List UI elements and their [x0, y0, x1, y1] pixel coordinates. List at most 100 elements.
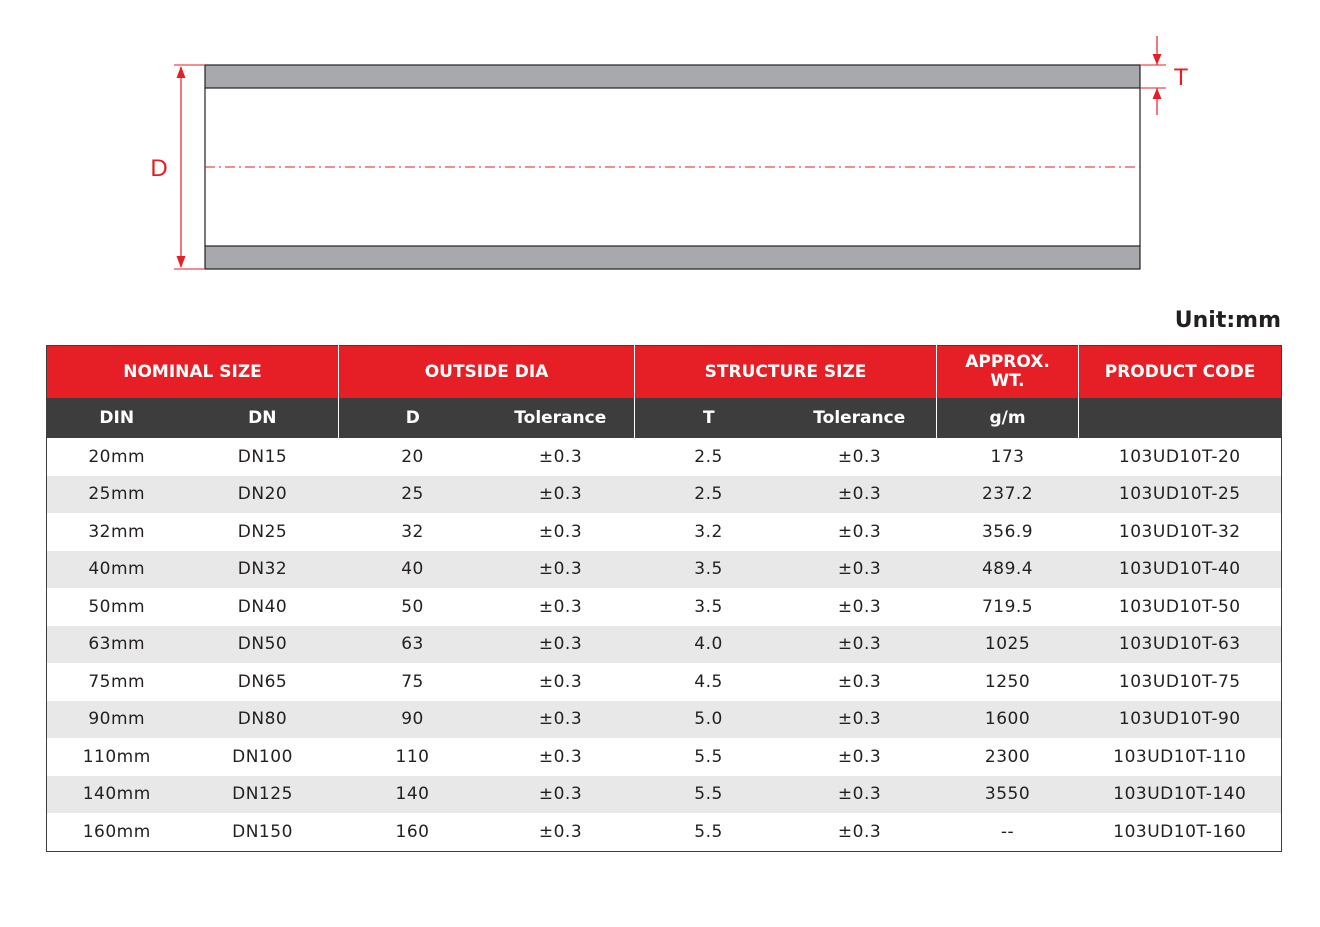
weight-cell: 356.9 [936, 513, 1079, 551]
pipe-section-diagram: D T [150, 36, 1189, 270]
product-code-header: PRODUCT CODE [1078, 345, 1282, 398]
dia-tolerance-cell: ±0.3 [486, 475, 635, 513]
thickness-cell: 2.5 [634, 475, 783, 513]
dn-cell: DN20 [186, 475, 339, 513]
weight-cell: 1025 [936, 625, 1079, 663]
table-row: 40mm DN32 40 ±0.3 3.5 ±0.3 489.4 103UD10T-40 [46, 550, 1282, 588]
table-row: 20mm DN15 20 ±0.3 2.5 ±0.3 173 103UD10T-20 [46, 438, 1282, 476]
outside-dia-cell: 75 [338, 663, 487, 701]
outside-dia-cell: 110 [338, 738, 487, 776]
diameter-label: D [150, 155, 167, 182]
d-header: D [338, 398, 487, 438]
weight-cell: 173 [936, 438, 1079, 476]
dia-tolerance-cell: ±0.3 [486, 813, 635, 851]
dn-header: DN [186, 398, 339, 438]
dia-tolerance-cell: ±0.3 [486, 775, 635, 813]
pipe-wall-top [204, 64, 1141, 89]
weight-cell: 2300 [936, 738, 1079, 776]
t-header: T [634, 398, 783, 438]
approx-wt-header: APPROX. WT. [936, 345, 1079, 398]
product-code-cell: 103UD10T-140 [1078, 775, 1282, 813]
dia-tolerance-cell: ±0.3 [486, 438, 635, 476]
din-header: DIN [46, 398, 187, 438]
thickness-tolerance-cell: ±0.3 [782, 513, 937, 551]
dia-tolerance-cell: ±0.3 [486, 588, 635, 626]
diameter-dimension: D [150, 64, 205, 270]
outside-dia-header: OUTSIDE DIA [338, 345, 635, 398]
din-cell: 20mm [46, 438, 187, 476]
din-cell: 32mm [46, 513, 187, 551]
table-row: 25mm DN20 25 ±0.3 2.5 ±0.3 237.2 103UD10T-25 [46, 475, 1282, 513]
product-code-cell: 103UD10T-20 [1078, 438, 1282, 476]
thickness-cell: 4.0 [634, 625, 783, 663]
table-row: 75mm DN65 75 ±0.3 4.5 ±0.3 1250 103UD10T-75 [46, 663, 1282, 701]
dn-cell: DN100 [186, 738, 339, 776]
thickness-tolerance-cell: ±0.3 [782, 588, 937, 626]
pipe-wall-bottom [204, 245, 1141, 270]
nominal-size-header: NOMINAL SIZE [46, 345, 339, 398]
spec-table: NOMINAL SIZE OUTSIDE DIA STRUCTURE SIZE … [46, 345, 1283, 852]
weight-unit-header: g/m [936, 398, 1079, 438]
outside-dia-cell: 20 [338, 438, 487, 476]
approx-wt-line2: WT. [990, 371, 1025, 391]
din-cell: 110mm [46, 738, 187, 776]
spec-table-body: 20mm DN15 20 ±0.3 2.5 ±0.3 173 103UD10T-20 25mm D… [46, 438, 1282, 851]
dn-cell: DN50 [186, 625, 339, 663]
outside-dia-cell: 25 [338, 475, 487, 513]
product-code-cell: 103UD10T-40 [1078, 550, 1282, 588]
dn-cell: DN32 [186, 550, 339, 588]
thickness-label: T [1174, 64, 1189, 91]
dia-tolerance-cell: ±0.3 [486, 550, 635, 588]
thickness-tolerance-cell: ±0.3 [782, 775, 937, 813]
outside-dia-cell: 63 [338, 625, 487, 663]
dia-tolerance-cell: ±0.3 [486, 700, 635, 738]
dia-tolerance-cell: ±0.3 [486, 625, 635, 663]
outside-dia-cell: 140 [338, 775, 487, 813]
thickness-tolerance-cell: ±0.3 [782, 738, 937, 776]
din-cell: 25mm [46, 475, 187, 513]
thickness-dimension: T [1140, 36, 1189, 115]
thickness-tolerance-cell: ±0.3 [782, 625, 937, 663]
din-cell: 75mm [46, 663, 187, 701]
thickness-cell: 3.5 [634, 588, 783, 626]
din-cell: 50mm [46, 588, 187, 626]
weight-cell: 1600 [936, 700, 1079, 738]
dia-tolerance-cell: ±0.3 [486, 663, 635, 701]
thickness-tolerance-cell: ±0.3 [782, 550, 937, 588]
weight-cell: 3550 [936, 775, 1079, 813]
t-tolerance-header: Tolerance [782, 398, 937, 438]
weight-cell: 489.4 [936, 550, 1079, 588]
weight-cell: 1250 [936, 663, 1079, 701]
thickness-tolerance-cell: ±0.3 [782, 813, 937, 851]
product-code-cell: 103UD10T-25 [1078, 475, 1282, 513]
table-group-header: NOMINAL SIZE OUTSIDE DIA STRUCTURE SIZE … [46, 345, 1282, 398]
product-code-cell: 103UD10T-110 [1078, 738, 1282, 776]
unit-label: Unit:mm [1174, 308, 1281, 333]
dn-cell: DN40 [186, 588, 339, 626]
dn-cell: DN25 [186, 513, 339, 551]
product-code-cell: 103UD10T-63 [1078, 625, 1282, 663]
din-cell: 63mm [46, 625, 187, 663]
thickness-cell: 5.0 [634, 700, 783, 738]
table-row: 32mm DN25 32 ±0.3 3.2 ±0.3 356.9 103UD10T-32 [46, 513, 1282, 551]
thickness-tolerance-cell: ±0.3 [782, 475, 937, 513]
thickness-cell: 3.5 [634, 550, 783, 588]
thickness-cell: 2.5 [634, 438, 783, 476]
table-row: 160mm DN150 160 ±0.3 5.5 ±0.3 -- 103UD10T-160 [46, 813, 1282, 851]
weight-cell: 237.2 [936, 475, 1079, 513]
table-row: 110mm DN100 110 ±0.3 5.5 ±0.3 2300 103UD10T-110 [46, 738, 1282, 776]
thickness-cell: 5.5 [634, 813, 783, 851]
product-code-cell: 103UD10T-160 [1078, 813, 1282, 851]
table-row: 90mm DN80 90 ±0.3 5.0 ±0.3 1600 103UD10T-90 [46, 700, 1282, 738]
product-code-cell: 103UD10T-90 [1078, 700, 1282, 738]
thickness-cell: 5.5 [634, 738, 783, 776]
din-cell: 160mm [46, 813, 187, 851]
dn-cell: DN80 [186, 700, 339, 738]
outside-dia-cell: 160 [338, 813, 487, 851]
product-code-cell: 103UD10T-75 [1078, 663, 1282, 701]
d-tolerance-header: Tolerance [486, 398, 635, 438]
outside-dia-cell: 32 [338, 513, 487, 551]
table-row: 50mm DN40 50 ±0.3 3.5 ±0.3 719.5 103UD10T-50 [46, 588, 1282, 626]
dn-cell: DN150 [186, 813, 339, 851]
dia-tolerance-cell: ±0.3 [486, 738, 635, 776]
